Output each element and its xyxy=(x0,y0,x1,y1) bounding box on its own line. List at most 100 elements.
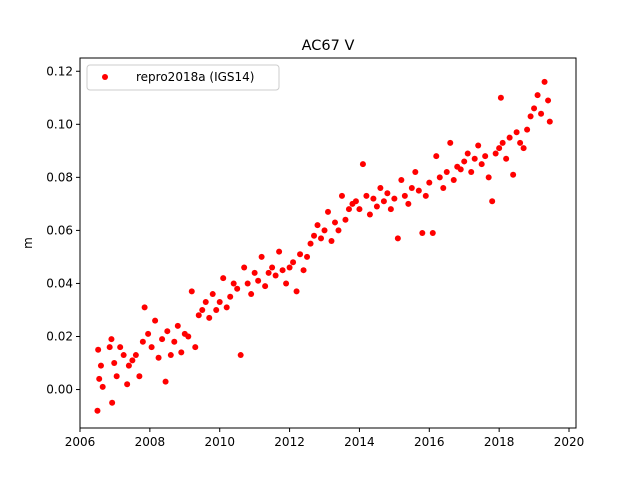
data-point xyxy=(136,373,143,380)
data-point xyxy=(497,94,504,101)
data-point xyxy=(269,264,276,271)
data-point xyxy=(279,267,286,274)
data-point xyxy=(499,139,506,146)
legend-box xyxy=(86,64,280,91)
data-point xyxy=(338,192,345,199)
data-point xyxy=(419,230,426,237)
data-point xyxy=(111,360,118,367)
data-point xyxy=(255,277,262,284)
data-point xyxy=(145,330,152,337)
data-point xyxy=(401,192,408,199)
data-point xyxy=(155,354,162,361)
data-point xyxy=(328,238,335,245)
data-point xyxy=(139,338,146,345)
data-point xyxy=(95,346,102,353)
data-point xyxy=(387,206,394,213)
data-point xyxy=(524,126,531,133)
data-point xyxy=(99,383,106,390)
data-point xyxy=(478,161,485,168)
data-point xyxy=(321,227,328,234)
data-point xyxy=(359,161,366,168)
data-point xyxy=(461,158,468,165)
data-point xyxy=(188,288,195,295)
data-point xyxy=(304,253,311,260)
data-point xyxy=(335,227,342,234)
y-axis-label: m xyxy=(21,237,35,249)
data-point xyxy=(171,338,178,345)
data-point xyxy=(447,139,454,146)
data-point xyxy=(429,230,436,237)
data-point xyxy=(216,299,223,306)
data-point xyxy=(265,269,272,276)
data-point xyxy=(468,169,475,176)
chart-title: AC67 V xyxy=(302,38,355,54)
data-point xyxy=(125,362,132,369)
data-point xyxy=(440,184,447,191)
data-point xyxy=(489,198,496,205)
data-point xyxy=(300,267,307,274)
data-point xyxy=(538,110,545,117)
data-point xyxy=(496,145,503,152)
data-point xyxy=(227,293,234,300)
data-point xyxy=(377,184,384,191)
data-point xyxy=(108,336,115,343)
data-point xyxy=(241,264,248,271)
data-point xyxy=(192,344,199,351)
data-point xyxy=(325,208,331,215)
plot-frame xyxy=(79,57,577,429)
data-point xyxy=(541,78,548,85)
data-point xyxy=(195,312,202,319)
y-axis-ticks: 0.00 0.02 0.04 0.06 0.08 0.10 0.12 xyxy=(46,64,80,397)
x-tick-label: 2010 xyxy=(204,435,235,449)
data-point xyxy=(527,113,534,120)
data-point xyxy=(132,352,139,359)
data-point xyxy=(258,253,265,260)
data-point xyxy=(148,344,155,351)
data-point xyxy=(199,306,206,313)
data-point xyxy=(141,304,148,311)
data-point xyxy=(405,200,412,207)
data-point xyxy=(356,206,363,213)
data-point xyxy=(408,184,415,191)
y-tick-label: 0.02 xyxy=(46,329,73,343)
data-point xyxy=(426,179,433,186)
legend-marker xyxy=(102,74,108,80)
data-point xyxy=(485,174,492,181)
data-point xyxy=(384,190,391,197)
data-point xyxy=(202,299,209,306)
data-point xyxy=(307,240,314,247)
data-point xyxy=(436,174,443,181)
data-point xyxy=(510,171,517,178)
data-point xyxy=(213,306,220,313)
data-point xyxy=(318,235,325,242)
data-point xyxy=(517,139,524,146)
data-point xyxy=(394,235,401,242)
data-point xyxy=(276,248,283,255)
data-point xyxy=(363,192,370,199)
data-point xyxy=(251,269,258,276)
data-point xyxy=(352,198,359,205)
data-point xyxy=(433,153,440,160)
data-point xyxy=(96,375,103,382)
data-point xyxy=(113,373,120,380)
data-point xyxy=(185,333,192,340)
data-point xyxy=(443,169,450,176)
y-tick-label: 0.10 xyxy=(46,117,73,131)
x-tick-label: 2014 xyxy=(344,435,375,449)
data-point xyxy=(373,203,380,210)
data-point xyxy=(412,169,419,176)
data-point xyxy=(230,280,237,287)
data-point xyxy=(117,344,124,351)
data-point xyxy=(503,155,510,162)
data-point xyxy=(311,232,318,239)
data-point xyxy=(286,264,293,271)
data-point xyxy=(106,344,113,351)
data-point xyxy=(391,195,398,202)
data-point xyxy=(178,349,185,356)
data-point xyxy=(220,275,227,282)
data-point xyxy=(223,304,230,311)
data-point xyxy=(492,150,499,157)
data-point xyxy=(152,317,159,324)
data-point xyxy=(297,251,304,258)
